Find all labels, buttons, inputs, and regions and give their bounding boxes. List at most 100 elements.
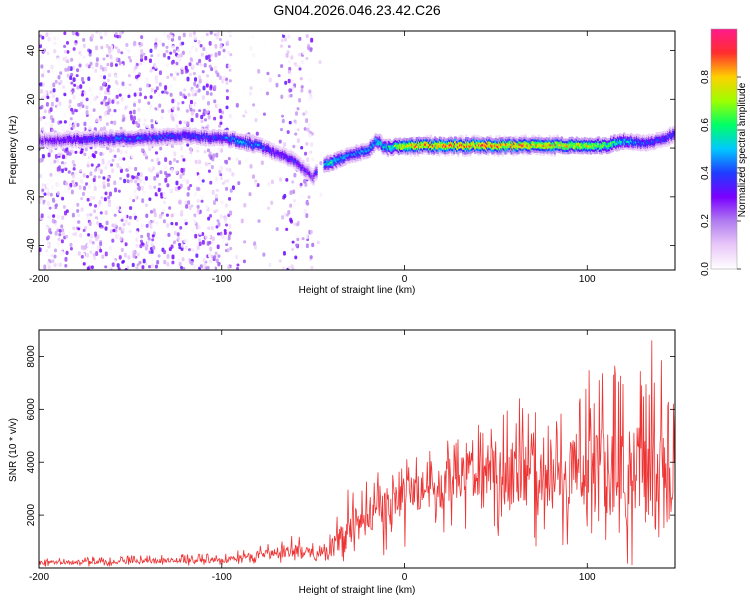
spectrogram-cell (227, 64, 231, 68)
spectrogram-cell (208, 40, 212, 46)
spectrogram-cell (175, 145, 179, 149)
spectrogram-cell (178, 57, 182, 62)
spectrogram-cell (170, 60, 174, 65)
spectrogram-cell (224, 235, 228, 240)
spectrogram-cell (72, 226, 76, 231)
spectrogram-cell (106, 62, 110, 67)
spectrogram-cell (74, 171, 78, 176)
spectrogram-cell (180, 154, 184, 159)
spectrogram-cell (56, 241, 60, 247)
spectrogram-cell (110, 62, 114, 68)
spectrogram-cell (127, 74, 131, 78)
spectrogram-cell (225, 80, 229, 86)
spectrogram-cell (153, 185, 157, 189)
spectrogram-cell (88, 221, 92, 227)
spectrogram-cell (113, 223, 117, 228)
spectrogram-cell (46, 261, 50, 266)
spectrogram-cell (118, 34, 122, 39)
spectrogram-cell (69, 182, 73, 188)
spectrogram-cell (54, 100, 58, 106)
spectrogram-cell (207, 119, 211, 125)
spectrogram-cell (124, 242, 128, 247)
spectrogram-cell (116, 101, 120, 105)
spectrogram-cell (213, 99, 217, 104)
spectrogram-cell (113, 154, 117, 159)
spectrogram-cell (293, 222, 297, 226)
spectrogram-cell (295, 111, 299, 116)
spectrogram-cell (80, 245, 84, 250)
spectrogram-cell (188, 49, 192, 55)
spectrogram-cell (135, 243, 139, 248)
spectrogram-cell (228, 68, 232, 72)
spectrogram-cell (257, 219, 261, 223)
spectrogram-cell (309, 47, 313, 51)
spectrogram-cell (292, 189, 296, 195)
spectrogram-cell (319, 192, 323, 198)
spectrogram-cell (120, 218, 124, 222)
spectrogram-cell (39, 34, 43, 38)
spectrogram-cell (104, 90, 108, 95)
spectrogram-cell (197, 187, 201, 191)
spectrogram-cell (224, 179, 228, 183)
spectrogram-cell (47, 69, 51, 74)
spectrogram-cell (118, 157, 122, 162)
spectrogram-cell (90, 265, 94, 270)
spectrogram-cell (211, 236, 215, 242)
spectrogram-cell (121, 227, 125, 232)
spectrogram-cell (181, 100, 185, 105)
spectrogram-cell (111, 223, 115, 228)
spectrogram-cell (145, 213, 149, 219)
spectrogram-cell (133, 115, 137, 121)
spectrogram-cell (61, 128, 65, 133)
spectrogram-cell (196, 199, 200, 203)
spectrogram-cell (166, 223, 170, 228)
spectrogram-cell (229, 188, 233, 193)
spectrogram-cell (185, 239, 189, 243)
spectrogram-cell (102, 180, 106, 186)
spectrogram-cell (186, 121, 190, 127)
spectrogram-cell (192, 31, 196, 36)
spectrogram-cell (167, 232, 171, 237)
spectrogram-cell (203, 150, 207, 154)
spectrogram-cell (187, 92, 191, 97)
spectrogram-cell (133, 194, 137, 199)
spectrogram-cell (47, 152, 51, 158)
spectrogram-cell (195, 84, 199, 89)
spectrogram-cell (214, 53, 218, 58)
spectrogram-cell (95, 251, 99, 257)
spectrogram-cell (158, 70, 162, 76)
spectrogram-cell (224, 203, 228, 208)
spectrogram-cell (304, 220, 308, 225)
spectrogram-cell (121, 81, 125, 87)
spectrogram-cell (132, 109, 136, 115)
spectrogram-cell (39, 116, 43, 121)
spectrogram-cell (161, 208, 165, 213)
spectrogram-cell (78, 184, 82, 190)
spectrogram-cell (50, 253, 54, 258)
spectrogram-cell (189, 183, 193, 188)
spectrogram-cell (129, 178, 133, 183)
spectrogram-cell (101, 158, 105, 162)
spectrogram-cell (138, 92, 142, 97)
spectrogram-cell (104, 31, 108, 36)
spectrogram-cell (216, 103, 220, 108)
spectrogram-cell (207, 54, 211, 60)
spectrogram-cell (205, 204, 209, 209)
spectrogram-cell (116, 163, 120, 168)
spectrogram-cell (65, 234, 69, 239)
spectrogram-cell (315, 164, 318, 167)
spectrogram-cell (208, 240, 212, 245)
spectrogram-cell (47, 235, 51, 240)
spectrogram-cell (128, 85, 132, 91)
spectrogram-cell (92, 253, 96, 257)
spectrogram-cell (198, 109, 202, 113)
spectrogram-cell (46, 51, 50, 56)
spectrogram-cell (95, 57, 99, 62)
spectrogram-cell (288, 88, 292, 93)
spectrogram-cell (41, 126, 45, 131)
spectrogram-cell (226, 173, 230, 178)
spectrogram-cell (49, 107, 53, 112)
spectrogram-cell (63, 44, 67, 49)
spectrogram-cell (238, 160, 242, 165)
spectrogram-cell (98, 32, 102, 37)
